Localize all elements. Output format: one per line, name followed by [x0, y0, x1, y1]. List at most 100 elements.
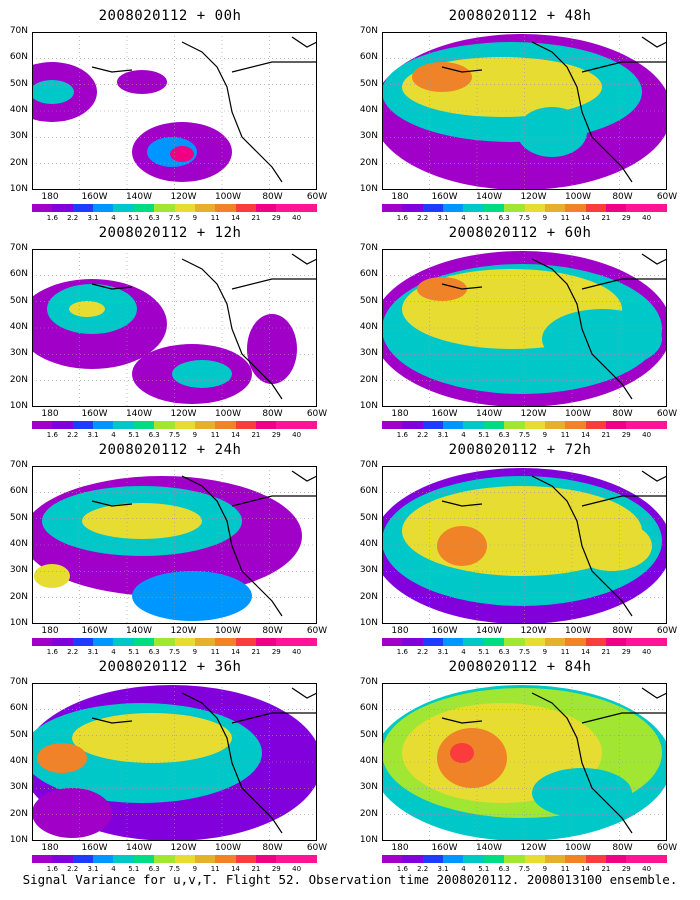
colorbar-swatch	[626, 638, 647, 646]
coastline	[441, 36, 667, 183]
lon-tick-label: 160W	[81, 626, 108, 636]
colorbar-swatch	[382, 855, 403, 863]
colorbar-label: 4	[111, 648, 116, 656]
colorbar-swatch	[72, 421, 94, 429]
colorbar-swatch	[194, 204, 216, 212]
colorbar-swatch	[52, 204, 73, 212]
variance-contour	[34, 564, 70, 588]
lon-tick-label: 60W	[306, 192, 328, 202]
lat-tick-label: 30N	[359, 782, 378, 793]
colorbar-label: 14	[231, 648, 241, 656]
colorbar-swatch	[646, 855, 668, 863]
colorbar-swatch	[235, 421, 256, 429]
colorbar-label: 21	[251, 865, 261, 873]
figure-caption: Signal Variance for u,v,T. Flight 52. Ob…	[22, 872, 678, 887]
colorbar-label: 2.2	[67, 865, 79, 873]
colorbar-label: 29	[621, 431, 631, 439]
colorbar-label: 14	[581, 648, 591, 656]
colorbar	[382, 638, 668, 646]
colorbar-swatch	[646, 204, 668, 212]
variance-contour	[82, 503, 202, 539]
colorbar-swatch	[524, 204, 545, 212]
colorbar-swatch	[422, 855, 444, 863]
variance-contour	[517, 107, 587, 157]
colorbar-label: 6.3	[498, 431, 510, 439]
colorbar-label: 6.3	[148, 865, 160, 873]
colorbar-swatch	[174, 204, 195, 212]
coastline	[441, 687, 667, 834]
lon-tick-label: 140W	[475, 843, 503, 853]
colorbar-label: 29	[271, 214, 281, 222]
lon-tick-label: 100W	[564, 626, 592, 636]
colorbar-swatch	[443, 421, 464, 429]
colorbar-swatch	[524, 855, 545, 863]
lat-tick-label: 20N	[9, 157, 28, 168]
lon-tick-label: 180	[41, 192, 59, 202]
colorbar	[32, 421, 318, 429]
lat-tick-label: 50N	[359, 729, 378, 740]
lon-tick-label: 180	[41, 409, 59, 419]
lon-tick-label: 80W	[262, 626, 283, 636]
colorbar-swatch	[483, 638, 505, 646]
colorbar-label: 29	[621, 865, 631, 873]
map-panel: 2008020112 + 24h 70N 60N 50N 40N 30N 20N 10N 180…	[0, 442, 327, 656]
colorbar-swatch	[463, 421, 484, 429]
colorbar-swatch	[133, 638, 155, 646]
colorbar-swatch	[565, 638, 586, 646]
colorbar-swatch	[646, 638, 668, 646]
colorbar-swatch	[255, 855, 277, 863]
coastline	[91, 687, 317, 834]
lon-tick-label: 100W	[214, 192, 242, 202]
colorbar-label: 7.5	[168, 865, 181, 873]
colorbar-label: 14	[231, 865, 241, 873]
colorbar-swatch	[32, 855, 53, 863]
colorbar-label: 9	[542, 214, 548, 222]
variance-contour	[37, 743, 87, 773]
colorbar-label: 40	[642, 214, 652, 222]
lat-tick-label: 70N	[359, 243, 378, 253]
colorbar-swatch	[402, 204, 423, 212]
colorbar-label: 9	[542, 431, 548, 439]
colorbar-swatch	[296, 855, 318, 863]
colorbar-label: 4	[111, 865, 116, 873]
colorbar-label: 5.1	[128, 214, 140, 222]
colorbar-label: 21	[601, 214, 611, 222]
colorbar-label: 9	[542, 648, 548, 656]
colorbar-label: 40	[292, 865, 302, 873]
lon-tick-label: 120W	[520, 409, 547, 419]
colorbar-swatch	[276, 855, 297, 863]
colorbar-swatch	[585, 638, 606, 646]
colorbar-label: 3.1	[437, 865, 449, 873]
colorbar-swatch	[255, 421, 277, 429]
variance-contour	[172, 360, 232, 388]
panel-title: 2008020112 + 48h	[448, 8, 592, 24]
colorbar-label: 7.5	[518, 865, 531, 873]
lat-tick-label: 10N	[359, 184, 378, 194]
lat-tick-label: 10N	[359, 401, 378, 411]
colorbar-swatch	[544, 638, 566, 646]
map-panel: 2008020112 + 48h 70N 60N 50N 40N 30N 20N 10N 180…	[350, 8, 677, 222]
colorbar-label: 4	[461, 431, 466, 439]
lon-tick-label: 120W	[170, 626, 197, 636]
colorbar-swatch	[443, 204, 464, 212]
variance-contour	[450, 743, 474, 763]
lat-tick-label: 20N	[359, 157, 378, 168]
colorbar-swatch	[524, 421, 545, 429]
colorbar-swatch	[585, 421, 606, 429]
colorbar	[382, 855, 668, 863]
colorbar-label: 21	[251, 214, 261, 222]
colorbar-swatch	[154, 421, 175, 429]
colorbar-label: 2.2	[67, 214, 79, 222]
colorbar-label: 3.1	[437, 431, 449, 439]
map-frame	[32, 32, 317, 190]
colorbar-swatch	[154, 638, 175, 646]
colorbar-label: 1.6	[396, 431, 408, 439]
colorbar-label: 40	[642, 648, 652, 656]
lat-tick-label: 40N	[359, 105, 378, 115]
colorbar-swatch	[194, 638, 216, 646]
colorbar-label: 3.1	[87, 648, 99, 656]
lat-tick-label: 50N	[359, 512, 378, 523]
colorbar-label: 2.2	[417, 865, 429, 873]
colorbar	[382, 421, 668, 429]
colorbar-swatch	[113, 855, 134, 863]
